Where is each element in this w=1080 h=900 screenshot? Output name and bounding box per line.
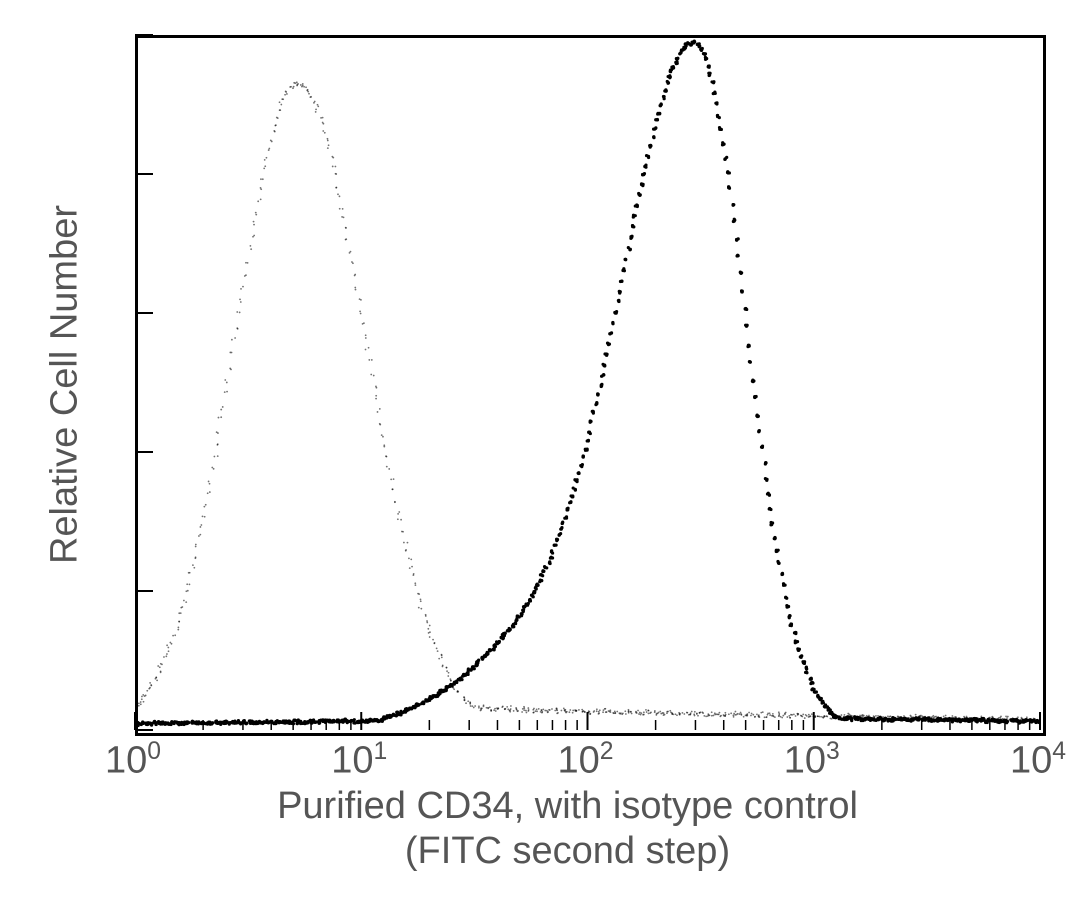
x-tick-label: 103 (784, 738, 840, 783)
x-tick-label: 104 (1010, 738, 1066, 783)
x-tick-label: 102 (558, 738, 614, 783)
chart-container: Relative Cell Number Purified CD34, with… (0, 0, 1080, 900)
x-tick-label: 101 (331, 738, 387, 783)
series-cd34-stained (136, 40, 1040, 728)
x-tick-label: 100 (105, 738, 161, 783)
series-isotype-control (138, 81, 1036, 723)
chart-svg (0, 0, 1080, 900)
